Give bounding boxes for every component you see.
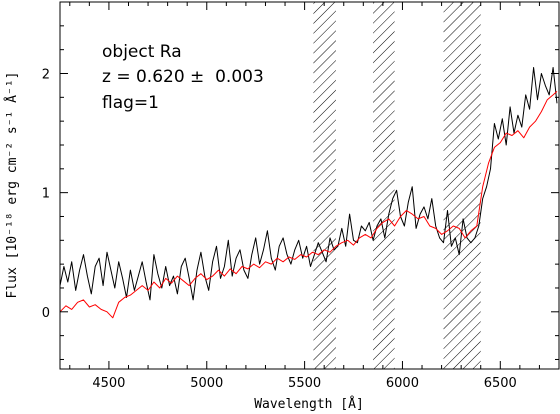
- x-axis-label: Wavelength [Å]: [254, 396, 364, 412]
- y-tick-label: 2: [42, 67, 50, 82]
- masked-region-3: [443, 2, 481, 369]
- observed-spectrum-line: [60, 67, 558, 301]
- annotation-flag: flag=1: [102, 93, 159, 113]
- plot-frame: [59, 1, 560, 370]
- x-tick-label: 6000: [386, 376, 419, 391]
- masked-region-2: [373, 2, 395, 369]
- x-tick-label: 4500: [92, 376, 125, 391]
- masked-region-1: [313, 2, 336, 369]
- y-tick-label: 0: [42, 306, 50, 321]
- annotation-object: object Ra: [102, 42, 182, 62]
- x-tick-label: 5500: [288, 376, 321, 391]
- y-axis-label: Flux [10⁻¹⁸ erg cm⁻² s⁻¹ Å⁻¹]: [4, 72, 20, 299]
- annotation-redshift: z = 0.620 ± 0.003: [102, 67, 264, 87]
- x-tick-label: 6500: [484, 376, 517, 391]
- template-spectrum-line: [60, 91, 558, 319]
- x-tick-label: 5000: [190, 376, 223, 391]
- y-tick-label: 1: [42, 187, 50, 202]
